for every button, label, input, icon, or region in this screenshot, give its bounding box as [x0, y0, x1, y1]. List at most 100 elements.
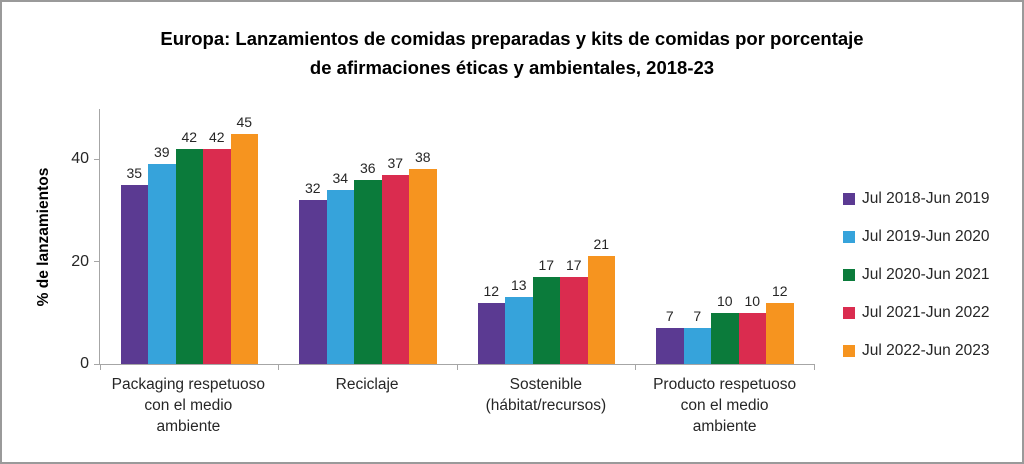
bar-value-label: 12: [771, 282, 788, 299]
x-axis-category-label: Reciclaje: [335, 376, 399, 393]
x-axis-tick: [99, 364, 101, 370]
legend-swatch-icon: [843, 307, 855, 319]
bar: [409, 169, 437, 364]
bar-value-label: 45: [236, 113, 253, 130]
bar: [560, 276, 588, 364]
legend-item: Jul 2022-Jun 2023: [843, 342, 990, 359]
bar-value-label: 12: [483, 282, 500, 299]
bar-value-label: 42: [208, 128, 225, 145]
bar-value-label: 17: [565, 256, 582, 273]
bar-with-label: 32: [299, 180, 327, 364]
legend-swatch-icon: [843, 269, 855, 281]
bar-with-label: 12: [766, 283, 794, 364]
bar: [532, 276, 560, 364]
bar: [120, 184, 148, 364]
bar: [148, 164, 176, 364]
legend-swatch-icon: [843, 231, 855, 243]
legend-swatch-icon: [843, 345, 855, 357]
chart-title: Europa: Lanzamientos de comidas preparad…: [160, 28, 864, 78]
bar: [711, 312, 739, 364]
bar-with-label: 10: [711, 293, 739, 364]
bar-with-label: 17: [532, 256, 560, 364]
bar-with-label: 38: [409, 149, 437, 364]
legend-swatch-icon: [843, 193, 855, 205]
bar-value-label: 7: [665, 308, 674, 325]
bar: [738, 312, 766, 364]
y-axis-tick: [94, 261, 100, 263]
x-axis-category-label: Sostenible (hábitat/recursos): [485, 376, 607, 414]
legend-label: Jul 2019-Jun 2020: [862, 228, 990, 245]
bar-group: 35 39 42 42 45: [100, 69, 279, 364]
legend: Jul 2018-Jun 2019 Jul 2019-Jun 2020 Jul 20…: [843, 190, 990, 381]
bar: [354, 179, 382, 364]
bar-with-label: 7: [683, 308, 711, 364]
bar-value-label: 10: [716, 292, 733, 309]
bar: [203, 148, 231, 364]
bar: [175, 148, 203, 364]
x-axis-labels: Packaging respetuoso con el medio ambien…: [99, 374, 814, 437]
x-axis-category-label: Producto respetuoso con el medio ambient…: [653, 376, 797, 435]
bar-group: 12 13 17 17 21: [457, 69, 636, 364]
bar: [656, 328, 684, 364]
bar-with-label: 45: [230, 113, 258, 364]
legend-label: Jul 2020-Jun 2021: [862, 266, 990, 283]
bar: [683, 328, 711, 364]
legend-item: Jul 2020-Jun 2021: [843, 266, 990, 283]
bar-value-label: 42: [181, 128, 198, 145]
bar-value-label: 17: [538, 256, 555, 273]
bar-with-label: 17: [560, 257, 588, 364]
legend-item: Jul 2019-Jun 2020: [843, 228, 990, 245]
legend-item: Jul 2018-Jun 2019: [843, 190, 990, 207]
bar: [230, 133, 258, 364]
x-axis-tick: [456, 364, 458, 370]
legend-label: Jul 2018-Jun 2019: [862, 190, 990, 207]
y-axis-tick-label: 40: [71, 150, 89, 168]
bar-with-label: 7: [656, 308, 684, 364]
bar-group: 32 34 36 37 38: [279, 69, 458, 364]
bar-with-label: 39: [148, 144, 176, 364]
bar-group: 7 7 10 10 12: [636, 69, 815, 364]
bar-with-label: 34: [326, 169, 354, 364]
bar-value-label: 39: [153, 144, 170, 161]
y-axis-tick-label: 0: [80, 355, 89, 372]
legend-item: Jul 2021-Jun 2022: [843, 304, 990, 321]
legend-label: Jul 2021-Jun 2022: [862, 304, 990, 321]
x-axis-tick: [635, 364, 636, 370]
bar: [477, 302, 505, 364]
bar-value-label: 34: [332, 169, 349, 186]
bar: [766, 302, 794, 364]
x-axis-tick: [813, 364, 815, 370]
bar: [587, 256, 615, 364]
bar-with-label: 10: [738, 292, 766, 364]
bar-value-label: 36: [359, 159, 376, 176]
y-axis-tick: [94, 158, 100, 160]
bar: [299, 200, 327, 364]
bar-value-label: 10: [744, 292, 761, 309]
bar: [505, 297, 533, 364]
bar-value-label: 38: [414, 149, 431, 166]
plot-area: 35 39 42 42 45 32 34 36 37 38 12 13 17 17 21 7 7 10 10 12 0 2…: [71, 109, 815, 372]
legend-label: Jul 2022-Jun 2023: [862, 342, 990, 359]
bar-value-label: 13: [510, 277, 527, 294]
bar-with-label: 12: [477, 282, 505, 364]
x-axis-category-label: Packaging respetuoso con el medio ambien…: [111, 376, 266, 435]
y-axis-title: % de lanzamientos: [35, 167, 52, 307]
bar: [326, 189, 354, 364]
bar-value-label: 37: [387, 154, 404, 171]
bar-with-label: 21: [587, 236, 615, 364]
bar-with-label: 36: [354, 160, 382, 364]
bar: [381, 174, 409, 364]
y-axis-tick: [94, 363, 100, 365]
x-axis-tick: [278, 364, 279, 370]
bar-value-label: 35: [126, 164, 143, 181]
bar-with-label: 42: [203, 129, 231, 364]
bar-value-label: 32: [304, 180, 321, 197]
bar-value-label: 21: [593, 236, 610, 253]
y-axis-tick-label: 20: [71, 252, 89, 270]
bar-with-label: 13: [505, 277, 533, 364]
bar-with-label: 35: [120, 164, 148, 364]
bar-value-label: 7: [693, 308, 702, 325]
bar-with-label: 42: [175, 128, 203, 364]
bar-with-label: 37: [381, 154, 409, 364]
